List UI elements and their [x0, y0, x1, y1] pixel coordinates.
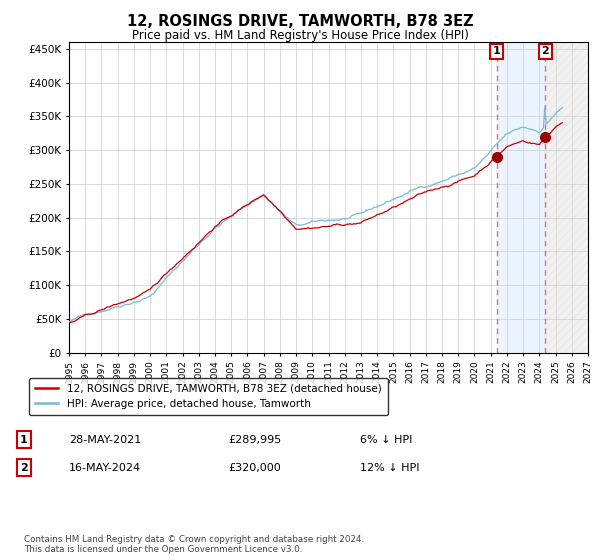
Text: £320,000: £320,000 [228, 463, 281, 473]
Text: 16-MAY-2024: 16-MAY-2024 [69, 463, 141, 473]
Text: 1: 1 [493, 46, 500, 57]
Bar [497, 42, 545, 353]
Text: 12, ROSINGS DRIVE, TAMWORTH, B78 3EZ: 12, ROSINGS DRIVE, TAMWORTH, B78 3EZ [127, 14, 473, 29]
Text: Contains HM Land Registry data © Crown copyright and database right 2024.
This d: Contains HM Land Registry data © Crown c… [24, 535, 364, 554]
Text: 2: 2 [20, 463, 28, 473]
Text: 2: 2 [541, 46, 549, 57]
Text: £289,995: £289,995 [228, 435, 281, 445]
Text: 12% ↓ HPI: 12% ↓ HPI [360, 463, 419, 473]
Text: Price paid vs. HM Land Registry's House Price Index (HPI): Price paid vs. HM Land Registry's House … [131, 29, 469, 42]
Legend: 12, ROSINGS DRIVE, TAMWORTH, B78 3EZ (detached house), HPI: Average price, detac: 12, ROSINGS DRIVE, TAMWORTH, B78 3EZ (de… [29, 377, 388, 416]
Bar [545, 42, 588, 353]
Text: 1: 1 [20, 435, 28, 445]
Text: 28-MAY-2021: 28-MAY-2021 [69, 435, 141, 445]
Text: 6% ↓ HPI: 6% ↓ HPI [360, 435, 412, 445]
